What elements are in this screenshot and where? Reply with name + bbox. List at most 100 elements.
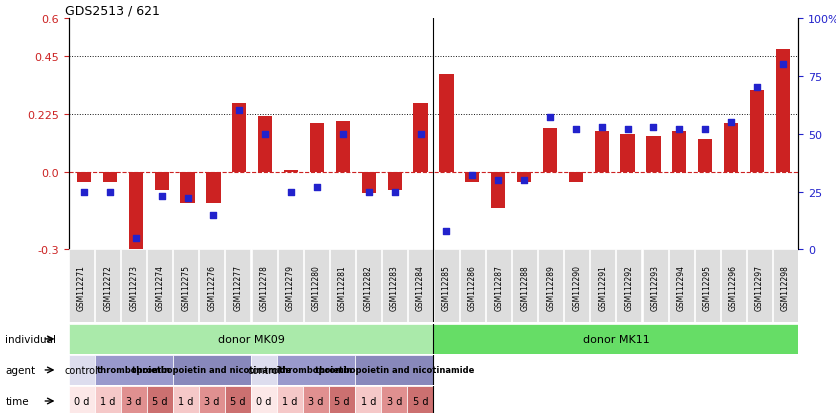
Text: GSM112293: GSM112293: [650, 264, 660, 311]
Text: 3 d: 3 d: [126, 396, 141, 406]
Point: [776, 62, 789, 68]
Text: GSM112271: GSM112271: [77, 265, 86, 310]
Bar: [173, 355, 251, 385]
Bar: [512, 250, 538, 322]
Text: 1 d: 1 d: [360, 396, 376, 406]
Text: GSM112282: GSM112282: [364, 265, 373, 310]
Bar: [695, 250, 720, 322]
Bar: [590, 250, 615, 322]
Point: [492, 177, 505, 184]
Bar: [568, 173, 583, 183]
Text: agent: agent: [5, 365, 35, 375]
Point: [699, 126, 712, 133]
Text: GSM112286: GSM112286: [468, 265, 477, 310]
Text: 5 d: 5 d: [413, 396, 428, 406]
Text: 0 d: 0 d: [257, 396, 272, 406]
Bar: [433, 324, 798, 354]
Bar: [77, 173, 91, 183]
Bar: [206, 173, 221, 204]
Bar: [439, 75, 453, 173]
Bar: [173, 250, 198, 322]
Bar: [200, 250, 224, 322]
Bar: [147, 386, 173, 413]
Bar: [356, 250, 381, 322]
Bar: [155, 173, 169, 191]
Text: GSM112290: GSM112290: [573, 264, 581, 311]
Bar: [329, 250, 354, 322]
Bar: [772, 250, 798, 322]
Text: GSM112281: GSM112281: [338, 265, 347, 310]
Bar: [721, 250, 746, 322]
Text: thrombopoietin and nicotinamide: thrombopoietin and nicotinamide: [132, 366, 292, 375]
Bar: [147, 250, 172, 322]
Text: GSM112280: GSM112280: [312, 265, 321, 310]
Bar: [381, 386, 407, 413]
Bar: [486, 250, 511, 322]
Bar: [543, 129, 557, 173]
Text: control: control: [64, 365, 99, 375]
Text: GSM112274: GSM112274: [155, 264, 165, 311]
Bar: [355, 355, 433, 385]
Bar: [388, 173, 402, 191]
Bar: [669, 250, 694, 322]
Text: thrombopoietin: thrombopoietin: [279, 366, 354, 375]
Point: [310, 184, 324, 191]
Bar: [69, 355, 94, 385]
Text: GSM112272: GSM112272: [103, 265, 112, 310]
Bar: [284, 170, 298, 173]
Point: [284, 189, 298, 195]
Bar: [672, 132, 686, 173]
Bar: [251, 355, 277, 385]
Bar: [329, 386, 355, 413]
Bar: [120, 386, 147, 413]
Bar: [362, 173, 376, 193]
Text: GSM112292: GSM112292: [624, 265, 634, 310]
Text: GSM112275: GSM112275: [181, 264, 191, 311]
Point: [466, 173, 479, 179]
Bar: [355, 386, 381, 413]
Bar: [303, 250, 329, 322]
Bar: [594, 132, 609, 173]
Bar: [747, 250, 772, 322]
Text: GSM112298: GSM112298: [781, 265, 790, 310]
Bar: [698, 139, 712, 173]
Point: [181, 196, 194, 202]
Bar: [121, 250, 146, 322]
Bar: [336, 121, 350, 173]
Text: GSM112276: GSM112276: [207, 264, 217, 311]
Bar: [564, 250, 589, 322]
Text: 1 d: 1 d: [283, 396, 298, 406]
Bar: [232, 103, 247, 173]
Text: GDS2513 / 621: GDS2513 / 621: [65, 5, 160, 17]
Text: 1 d: 1 d: [178, 396, 193, 406]
Point: [258, 131, 272, 138]
Bar: [407, 386, 433, 413]
Point: [647, 124, 660, 131]
Bar: [258, 116, 273, 173]
Point: [104, 189, 117, 195]
Point: [129, 235, 142, 242]
Point: [206, 212, 220, 218]
Point: [543, 115, 557, 121]
Text: 0 d: 0 d: [74, 396, 89, 406]
Bar: [750, 90, 764, 173]
Text: 5 d: 5 d: [334, 396, 350, 406]
Text: 3 d: 3 d: [308, 396, 324, 406]
Bar: [226, 250, 251, 322]
Bar: [646, 137, 660, 173]
Bar: [517, 173, 531, 183]
Text: GSM112279: GSM112279: [286, 264, 294, 311]
Text: GSM112291: GSM112291: [599, 265, 608, 310]
Bar: [460, 250, 485, 322]
Text: control: control: [247, 365, 281, 375]
Point: [725, 119, 738, 126]
Text: 1 d: 1 d: [100, 396, 115, 406]
Point: [336, 131, 349, 138]
Point: [621, 126, 635, 133]
Bar: [199, 386, 225, 413]
Bar: [310, 124, 324, 173]
Bar: [408, 250, 433, 322]
Point: [388, 189, 401, 195]
Text: 5 d: 5 d: [230, 396, 246, 406]
Point: [155, 193, 168, 200]
